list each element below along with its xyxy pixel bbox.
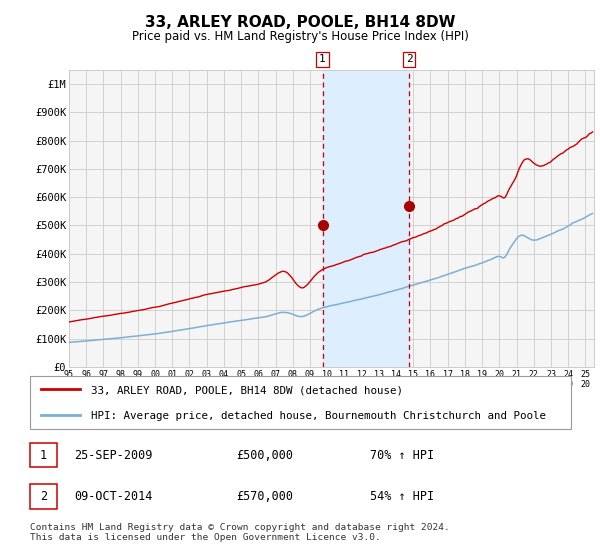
Text: 25-SEP-2009: 25-SEP-2009 xyxy=(74,449,152,461)
Text: 33, ARLEY ROAD, POOLE, BH14 8DW: 33, ARLEY ROAD, POOLE, BH14 8DW xyxy=(145,15,455,30)
Text: 1: 1 xyxy=(319,54,326,64)
FancyBboxPatch shape xyxy=(29,484,58,509)
Text: 2: 2 xyxy=(40,490,47,503)
Text: 70% ↑ HPI: 70% ↑ HPI xyxy=(370,449,434,461)
Text: 09-OCT-2014: 09-OCT-2014 xyxy=(74,490,152,503)
Text: 54% ↑ HPI: 54% ↑ HPI xyxy=(370,490,434,503)
Text: HPI: Average price, detached house, Bournemouth Christchurch and Poole: HPI: Average price, detached house, Bour… xyxy=(91,411,546,421)
Text: £570,000: £570,000 xyxy=(236,490,293,503)
Text: Price paid vs. HM Land Registry's House Price Index (HPI): Price paid vs. HM Land Registry's House … xyxy=(131,30,469,44)
FancyBboxPatch shape xyxy=(29,442,58,468)
Text: 1: 1 xyxy=(40,449,47,461)
Text: £500,000: £500,000 xyxy=(236,449,293,461)
Text: Contains HM Land Registry data © Crown copyright and database right 2024.
This d: Contains HM Land Registry data © Crown c… xyxy=(29,522,449,542)
FancyBboxPatch shape xyxy=(29,376,571,429)
Text: 33, ARLEY ROAD, POOLE, BH14 8DW (detached house): 33, ARLEY ROAD, POOLE, BH14 8DW (detache… xyxy=(91,385,403,395)
Bar xyxy=(323,70,409,367)
Text: 2: 2 xyxy=(406,54,413,64)
